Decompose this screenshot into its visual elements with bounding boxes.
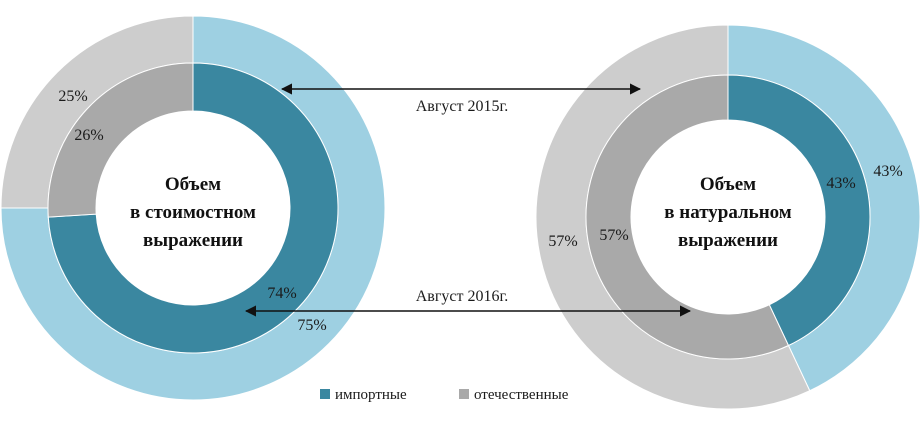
annotation-august-2015: Август 2015г. [280, 83, 642, 115]
chart1-center-line-2: в стоимостном [130, 202, 256, 223]
chart2-inner-slice-domestic [585, 74, 790, 360]
legend-swatch-import [320, 389, 330, 399]
legend-swatch-domestic [459, 389, 469, 399]
chart1-inner-slice-import [47, 62, 339, 354]
chart2-inner-label-import: 43% [826, 175, 855, 192]
chart2-inner-label-domestic: 57% [599, 227, 628, 244]
chart2-outer-label-import: 43% [873, 163, 902, 180]
chart2-center-line-3: выражении [678, 230, 778, 251]
chart2-inner-slice-import [727, 74, 871, 347]
chart1-inner-label-domestic: 26% [74, 127, 103, 144]
annotation-label-2016: Август 2016г. [416, 288, 509, 305]
chart1-inner-slice-domestic [47, 62, 194, 218]
chart1-outer-label-domestic: 25% [58, 88, 87, 105]
chart1-center-line-3: выражении [143, 230, 243, 251]
legend-label-domestic: отечественные [474, 387, 569, 403]
chart1-outer-label-import: 75% [297, 317, 326, 334]
chart1-inner-label-import: 74% [267, 285, 296, 302]
chart2-center-line-1: Объем [700, 174, 756, 195]
annotation-august-2016: Август 2016г. [244, 288, 692, 317]
donuts-layer: 74% 26% 75% 25% Объем в стоимостном выражении 4… [0, 15, 921, 410]
legend: импортные отечественные [320, 387, 569, 403]
chart2-center-line-2: в натуральном [664, 202, 792, 223]
chart1-center-line-1: Объем [165, 174, 221, 195]
legend-label-import: импортные [335, 387, 407, 403]
chart2-outer-label-domestic: 57% [548, 233, 577, 250]
annotation-label-2015: Август 2015г. [416, 98, 509, 115]
